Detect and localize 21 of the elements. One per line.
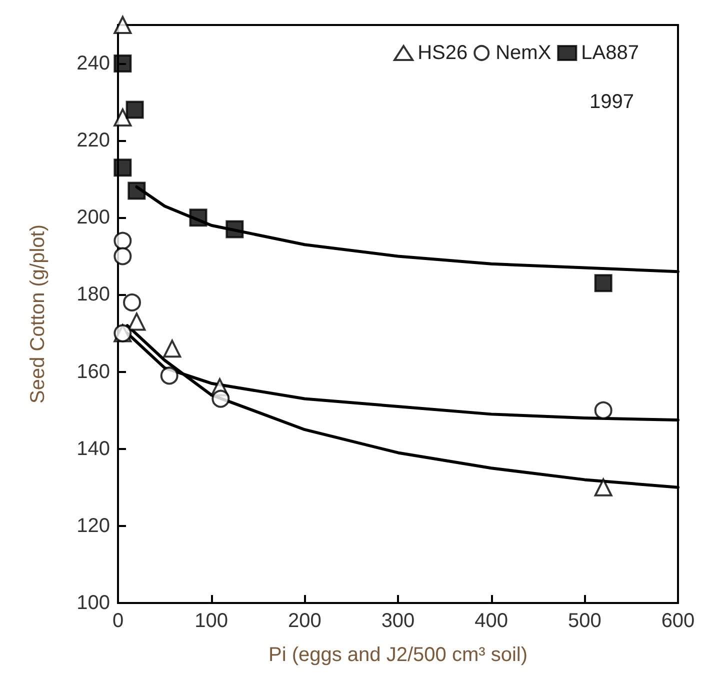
y-tick-label: 220 bbox=[76, 130, 110, 152]
x-tick-label: 600 bbox=[661, 610, 695, 632]
y-tick-label: 120 bbox=[76, 514, 110, 537]
x-axis-title: Pi (eggs and J2/500 cm³ soil) bbox=[268, 644, 528, 666]
x-tick-label: 200 bbox=[288, 610, 322, 632]
x-tick-label: 300 bbox=[381, 610, 415, 632]
x-tick-label: 100 bbox=[194, 610, 228, 632]
y-tick-label: 160 bbox=[76, 360, 110, 383]
y-tick-label: 180 bbox=[76, 284, 110, 306]
legend-label: NemX bbox=[496, 42, 552, 64]
y-tick-label: 100 bbox=[76, 592, 110, 614]
y-tick-label: 140 bbox=[76, 438, 110, 460]
y-tick-label: 200 bbox=[76, 206, 110, 229]
x-tick-label: 500 bbox=[568, 610, 602, 632]
legend-label: LA887 bbox=[581, 42, 640, 64]
y-tick-label: 240 bbox=[76, 52, 110, 75]
x-tick-label: 0 bbox=[112, 610, 124, 632]
legend-label: HS26 bbox=[418, 42, 468, 64]
y-axis-title: Seed Cotton (g/plot) bbox=[27, 224, 49, 404]
x-tick-label: 400 bbox=[474, 610, 508, 632]
annotation: 1997 bbox=[590, 91, 634, 113]
